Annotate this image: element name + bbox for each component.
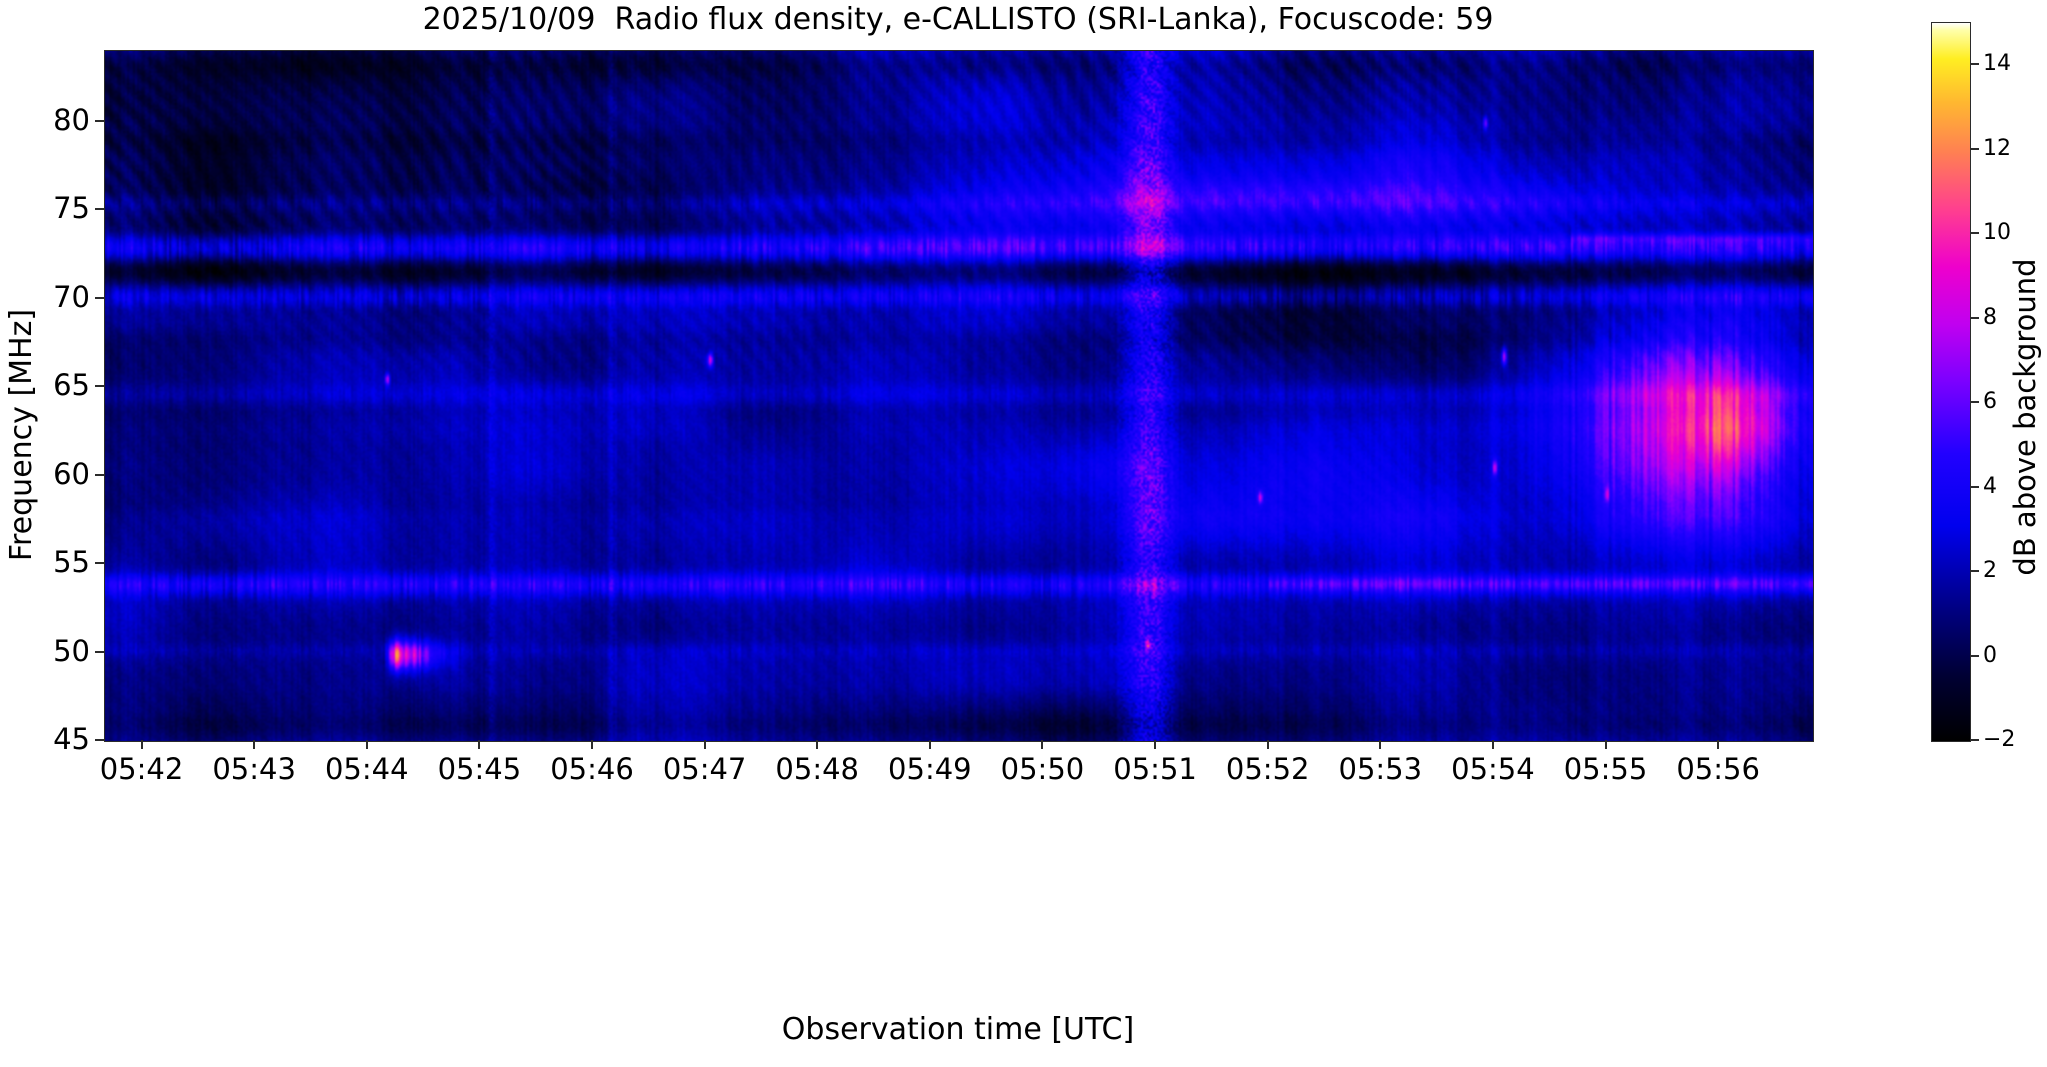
colorbar-tick-label: 6 xyxy=(1983,389,1997,415)
y-tick-label: 70 xyxy=(53,279,90,314)
y-tick-label: 55 xyxy=(53,545,90,580)
x-tick-mark xyxy=(928,740,931,749)
y-tick-label: 60 xyxy=(53,456,90,491)
x-tick-label: 05:46 xyxy=(550,752,634,786)
x-tick-label: 05:56 xyxy=(1676,752,1760,786)
x-tick-label: 05:55 xyxy=(1563,752,1648,786)
colorbar-gradient xyxy=(1932,23,1970,741)
y-tick-mark xyxy=(95,296,104,299)
x-tick-mark xyxy=(1041,740,1044,749)
page-title: 2025/10/09 Radio flux density, e-CALLIST… xyxy=(422,2,1494,37)
y-tick-mark xyxy=(95,739,104,741)
x-tick-label: 05:47 xyxy=(662,752,747,786)
colorbar-tick-mark xyxy=(1970,654,1979,657)
spectrogram-plot-area[interactable] xyxy=(104,50,1814,742)
x-tick-mark xyxy=(591,740,593,749)
x-tick-label: 05:45 xyxy=(437,752,522,786)
x-tick-label: 05:53 xyxy=(1338,752,1423,786)
x-tick-mark xyxy=(365,740,368,749)
y-tick-label: 80 xyxy=(53,102,90,137)
colorbar-tick-mark xyxy=(1970,401,1979,404)
x-tick-mark xyxy=(1154,740,1157,749)
x-tick-label: 05:49 xyxy=(888,752,972,786)
x-tick-label: 05:50 xyxy=(1000,752,1085,786)
colorbar-tick-mark xyxy=(1970,570,1979,573)
colorbar-tick-label: 4 xyxy=(1983,473,1997,499)
y-axis-ticks: 80 75 70 65 60 55 50 45 xyxy=(0,50,104,756)
colorbar-tick-mark xyxy=(1970,147,1979,150)
colorbar-tick-label: 14 xyxy=(1983,51,2011,77)
x-tick-label: 05:54 xyxy=(1451,752,1535,786)
x-axis-label: Observation time [UTC] xyxy=(781,1012,1135,1047)
x-tick-label: 05:42 xyxy=(99,752,184,786)
x-tick-mark xyxy=(253,740,256,749)
colorbar-tick-mark xyxy=(1970,485,1979,488)
y-tick-label: 75 xyxy=(53,191,90,226)
x-tick-mark xyxy=(1604,740,1607,749)
colorbar-tick-mark xyxy=(1970,63,1979,66)
y-tick-mark xyxy=(95,119,104,122)
x-tick-mark xyxy=(1266,740,1269,749)
colorbar-ticks: 14 12 10 8 6 4 2 0 −2 xyxy=(1970,22,2030,752)
x-tick-mark xyxy=(1379,740,1382,749)
x-tick-mark xyxy=(1491,740,1494,749)
colorbar-tick-label: 8 xyxy=(1983,304,1997,330)
colorbar-tick-label: 12 xyxy=(1983,135,2011,161)
x-tick-mark xyxy=(140,740,143,749)
colorbar-tick-mark xyxy=(1970,739,1979,741)
x-tick-label: 05:43 xyxy=(212,752,296,786)
x-tick-mark xyxy=(816,740,819,749)
spectrogram-image xyxy=(105,51,1813,741)
y-tick-label: 50 xyxy=(53,633,90,668)
colorbar-tick-label: 10 xyxy=(1983,220,2011,246)
y-tick-label: 45 xyxy=(53,722,90,756)
y-tick-mark xyxy=(95,385,104,388)
y-tick-mark xyxy=(95,562,104,565)
x-tick-label: 05:44 xyxy=(324,752,409,786)
colorbar-tick-label: −2 xyxy=(1983,727,2016,752)
y-tick-label: 65 xyxy=(53,368,90,403)
x-tick-label: 05:48 xyxy=(775,752,859,786)
x-axis-ticks: 05:42 05:43 05:44 05:45 05:46 05:47 05:48 05:49… xyxy=(100,740,1812,800)
y-tick-mark xyxy=(95,208,104,211)
colorbar-tick-mark xyxy=(1970,316,1979,319)
x-tick-mark xyxy=(703,740,706,749)
y-tick-mark xyxy=(95,650,104,653)
x-tick-mark xyxy=(1717,740,1720,749)
colorbar-tick-label: 0 xyxy=(1983,642,1997,668)
colorbar-tick-mark xyxy=(1970,232,1979,235)
y-tick-mark xyxy=(95,473,104,476)
x-tick-label: 05:52 xyxy=(1225,752,1310,786)
colorbar-tick-label: 2 xyxy=(1983,558,1997,584)
x-tick-mark xyxy=(478,740,481,749)
x-tick-label: 05:51 xyxy=(1113,752,1197,786)
colorbar-label: dB above background xyxy=(2008,258,2042,576)
colorbar[interactable] xyxy=(1931,22,1971,742)
